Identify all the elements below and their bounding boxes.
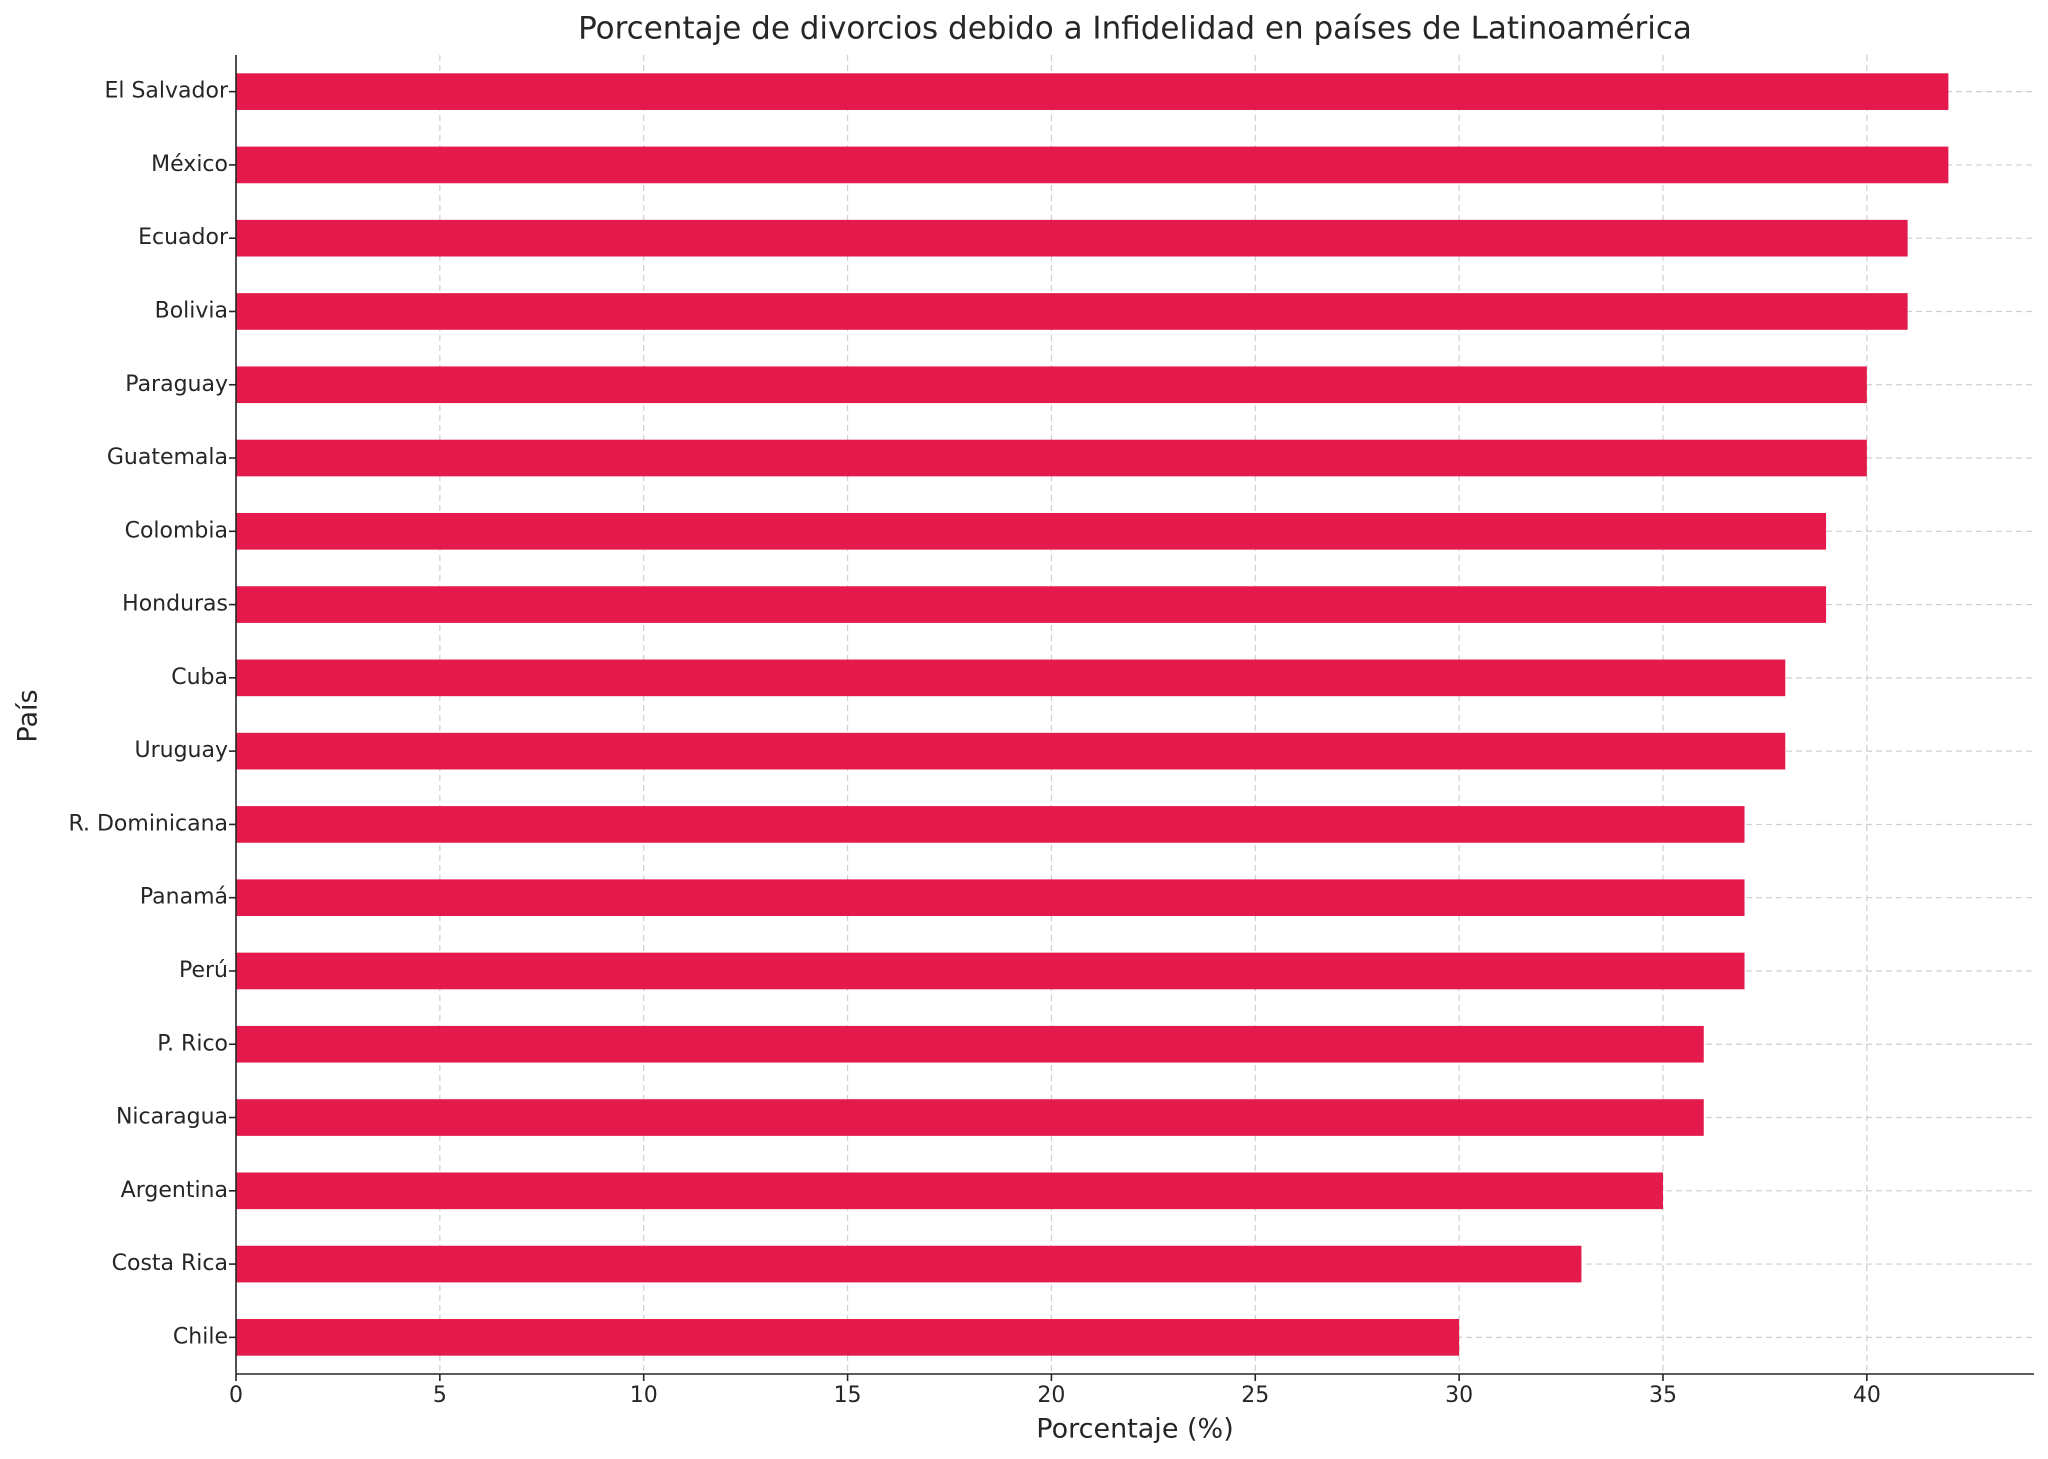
bar: [236, 73, 1949, 110]
y-tick-label: Guatemala: [107, 445, 228, 470]
x-tick-label: 25: [1241, 1383, 1269, 1408]
bar: [236, 1099, 1704, 1136]
x-tick-label: 15: [834, 1383, 862, 1408]
x-tick-label: 0: [229, 1383, 243, 1408]
y-tick-label: El Salvador: [104, 79, 228, 104]
bar: [236, 439, 1867, 477]
bar: [236, 879, 1745, 917]
bar: [236, 1172, 1663, 1210]
y-axis-label: País: [13, 689, 44, 742]
y-tick-label: Colombia: [125, 518, 228, 543]
bar: [236, 1319, 1460, 1356]
bar: [236, 1025, 1704, 1063]
y-tick-label: R. Dominicana: [69, 811, 229, 836]
y-tick-label: Costa Rica: [112, 1251, 228, 1276]
y-tick-label: Nicaragua: [116, 1105, 228, 1130]
bar: [236, 586, 1827, 623]
bar: [236, 512, 1827, 550]
bar: [236, 219, 1908, 257]
bar: [236, 366, 1867, 404]
x-tick-label: 30: [1445, 1383, 1473, 1408]
y-tick-label: Cuba: [171, 665, 228, 690]
bar: [236, 146, 1949, 184]
x-tick-label: 40: [1853, 1383, 1881, 1408]
bar: [236, 659, 1786, 697]
bar: [236, 1245, 1582, 1283]
bar: [236, 293, 1908, 330]
y-tick-label: Paraguay: [125, 372, 228, 397]
x-tick-label: 10: [630, 1383, 658, 1408]
y-tick-label: Panamá: [140, 885, 228, 910]
y-tick-label: Honduras: [122, 592, 228, 617]
x-axis-label: Porcentaje (%): [1036, 1414, 1233, 1445]
y-tick-label: Chile: [173, 1324, 228, 1349]
chart-title: Porcentaje de divorcios debido a Infidel…: [578, 11, 1692, 47]
x-tick-label: 20: [1037, 1383, 1065, 1408]
x-tick-label: 5: [433, 1383, 447, 1408]
bar: [236, 952, 1745, 990]
x-tick-label: 35: [1649, 1383, 1677, 1408]
y-tick-label: Argentina: [121, 1178, 228, 1203]
y-tick-label: Uruguay: [135, 738, 229, 763]
y-tick-label: Perú: [179, 958, 228, 983]
y-tick-label: México: [151, 152, 228, 177]
bar: [236, 806, 1745, 843]
y-tick-label: Bolivia: [155, 298, 228, 323]
y-tick-label: Ecuador: [138, 225, 229, 250]
y-tick-label: P. Rico: [157, 1031, 228, 1056]
bar: [236, 732, 1786, 770]
